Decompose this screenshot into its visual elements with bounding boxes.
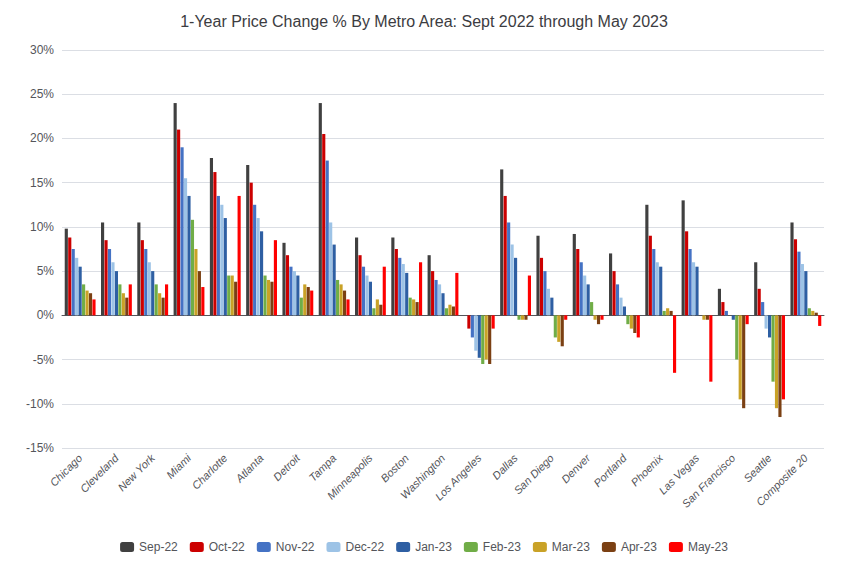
svg-text:Dallas: Dallas bbox=[490, 451, 520, 481]
svg-text:Washington: Washington bbox=[397, 451, 448, 502]
svg-text:Mar-23: Mar-23 bbox=[552, 540, 590, 554]
svg-text:Jan-23: Jan-23 bbox=[415, 540, 452, 554]
svg-text:-10%: -10% bbox=[26, 397, 54, 411]
svg-text:0%: 0% bbox=[37, 308, 55, 322]
svg-text:New York: New York bbox=[115, 451, 157, 493]
svg-text:Atlanta: Atlanta bbox=[232, 452, 265, 485]
svg-text:-5%: -5% bbox=[33, 353, 55, 367]
svg-text:Los Angeles: Los Angeles bbox=[433, 451, 484, 502]
svg-text:-15%: -15% bbox=[26, 441, 54, 455]
svg-text:Tampa: Tampa bbox=[306, 452, 338, 484]
svg-text:Phoenix: Phoenix bbox=[628, 451, 665, 488]
svg-text:1-Year Price Change % By Metro: 1-Year Price Change % By Metro Area: Sep… bbox=[180, 13, 668, 30]
svg-text:Chicago: Chicago bbox=[47, 452, 84, 489]
svg-text:Las Vegas: Las Vegas bbox=[656, 451, 702, 497]
svg-text:Boston: Boston bbox=[378, 452, 411, 485]
svg-text:San Diego: San Diego bbox=[511, 452, 556, 497]
svg-text:San Francisco: San Francisco bbox=[679, 452, 737, 510]
svg-text:10%: 10% bbox=[30, 220, 54, 234]
svg-text:Oct-22: Oct-22 bbox=[209, 540, 245, 554]
svg-text:Cleveland: Cleveland bbox=[78, 451, 122, 495]
svg-text:Feb-23: Feb-23 bbox=[483, 540, 521, 554]
svg-text:Denver: Denver bbox=[559, 451, 593, 485]
svg-text:Apr-23: Apr-23 bbox=[621, 540, 657, 554]
svg-text:5%: 5% bbox=[37, 264, 55, 278]
svg-text:Seattle: Seattle bbox=[741, 452, 774, 485]
svg-text:Minneapolis: Minneapolis bbox=[325, 451, 375, 501]
svg-text:Portland: Portland bbox=[591, 451, 629, 489]
svg-text:Nov-22: Nov-22 bbox=[276, 540, 315, 554]
svg-text:May-23: May-23 bbox=[688, 540, 728, 554]
svg-text:20%: 20% bbox=[30, 131, 54, 145]
svg-text:15%: 15% bbox=[30, 176, 54, 190]
svg-text:Composite 20: Composite 20 bbox=[754, 451, 811, 508]
svg-text:Dec-22: Dec-22 bbox=[345, 540, 384, 554]
svg-text:Detroit: Detroit bbox=[271, 451, 303, 483]
svg-text:Charlotte: Charlotte bbox=[190, 452, 230, 492]
svg-text:Miami: Miami bbox=[164, 451, 194, 481]
svg-text:Sep-22: Sep-22 bbox=[139, 540, 178, 554]
svg-text:25%: 25% bbox=[30, 87, 54, 101]
svg-text:30%: 30% bbox=[30, 43, 54, 57]
